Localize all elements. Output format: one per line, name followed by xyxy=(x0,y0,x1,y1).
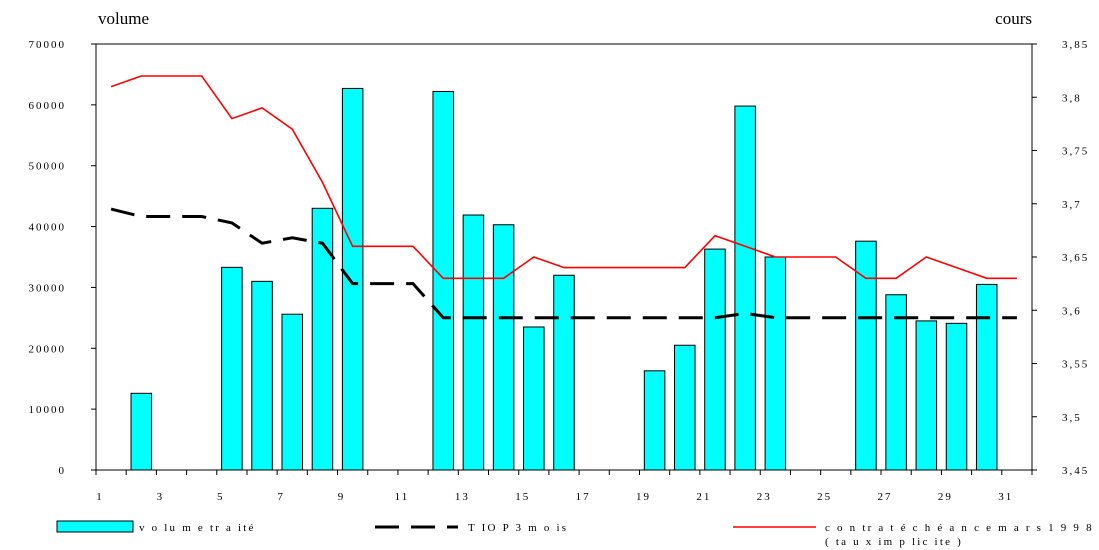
left-axis-title: volume xyxy=(98,9,149,28)
x-tick-label: 5 xyxy=(217,491,225,503)
x-tick-label: 19 xyxy=(636,491,651,503)
x-tick-label: 21 xyxy=(696,491,711,503)
legend-label-volume: v o lu m e tr a ité xyxy=(139,522,256,534)
legend-label-contrat: c o n tr a t é c h é a n c e m a r s 1 9… xyxy=(825,522,1094,534)
volume-bar xyxy=(523,326,545,471)
y-left-tick-label: 30000 xyxy=(29,282,67,294)
x-tick-label: 7 xyxy=(277,491,285,503)
y-left-tick-label: 70000 xyxy=(29,39,67,51)
y-left-tick-label: 50000 xyxy=(29,161,67,173)
volume-bar xyxy=(704,248,726,471)
volume-bar xyxy=(341,87,364,471)
volume-bar xyxy=(251,280,273,471)
volume-bar xyxy=(492,224,515,471)
y-left-tick-label: 10000 xyxy=(29,404,67,416)
x-tick-label: 27 xyxy=(878,491,893,503)
y-right-tick-label: 3,7 xyxy=(1062,199,1082,211)
legend: v o lu m e tr a ité T IO P 3 m o is c o n … xyxy=(56,520,1094,548)
volume-bar xyxy=(553,274,575,471)
volume-bar xyxy=(311,207,334,471)
legend-swatch-volume xyxy=(56,520,134,533)
volume-bar xyxy=(885,294,907,471)
tiop-3-mois-line xyxy=(110,207,1017,320)
y-right-tick-label: 3,5 xyxy=(1062,412,1082,424)
legend-label-contrat-sub: ( ta u x im p lic ite ) xyxy=(825,536,963,548)
right-axis-title: cours xyxy=(995,9,1032,28)
plot-area: 0 10000 20000 30000 40000 50000 60000 70000 3,45… xyxy=(29,39,1089,503)
y-left-tick-label: 40000 xyxy=(29,222,67,234)
contrat-mars-1998-line xyxy=(110,75,1017,280)
x-tick-label: 3 xyxy=(157,491,165,503)
x-tick-label: 23 xyxy=(757,491,772,503)
y-right-tick-label: 3,65 xyxy=(1062,252,1089,264)
volume-bar xyxy=(734,105,756,471)
volume-bar xyxy=(674,344,696,471)
volume-bar xyxy=(221,266,243,471)
y-right-tick-label: 3,75 xyxy=(1062,146,1089,158)
volume-bar xyxy=(130,392,153,471)
y-left-tick-label: 20000 xyxy=(29,343,67,355)
x-tick-label: 13 xyxy=(455,491,470,503)
x-tick-label: 29 xyxy=(938,491,953,503)
volume-bar xyxy=(281,313,304,471)
x-tick-label: 15 xyxy=(515,491,530,503)
y-right-tick-label: 3,55 xyxy=(1062,359,1089,371)
x-tick-label: 11 xyxy=(395,491,410,503)
y-right-tick-label: 3,8 xyxy=(1062,92,1082,104)
volume-bar xyxy=(643,370,666,471)
y-left-tick-label: 0 xyxy=(59,465,67,477)
volume-bar xyxy=(975,283,998,471)
x-tick-label: 17 xyxy=(576,491,591,503)
y-right-tick-label: 3,6 xyxy=(1062,305,1082,317)
volume-bar xyxy=(915,320,938,471)
x-tick-label: 31 xyxy=(998,491,1013,503)
volume-bar xyxy=(945,322,968,471)
volume-bar xyxy=(432,90,454,471)
y-right-tick-label: 3,45 xyxy=(1062,465,1089,477)
y-right-tick-label: 3,85 xyxy=(1062,39,1089,51)
legend-label-tiop: T IO P 3 m o is xyxy=(468,522,568,534)
x-tick-label: 25 xyxy=(817,491,832,503)
volume-bar xyxy=(855,240,877,471)
volume-bar xyxy=(462,214,485,471)
volume-bar xyxy=(764,256,787,471)
y-left-tick-label: 60000 xyxy=(29,100,67,112)
x-tick-label: 9 xyxy=(338,491,346,503)
x-tick-label: 1 xyxy=(96,491,104,503)
